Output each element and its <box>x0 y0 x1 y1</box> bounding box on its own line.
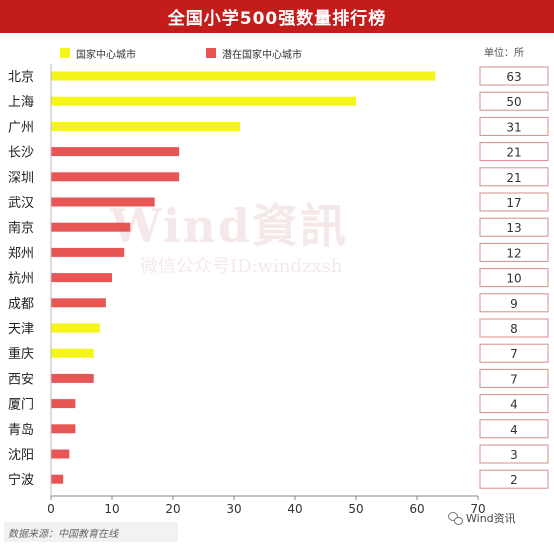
value-label: 3 <box>510 448 518 462</box>
value-label: 50 <box>506 95 521 109</box>
wechat-badge: Wind资讯 <box>448 510 516 526</box>
value-label: 17 <box>506 196 521 210</box>
category-label: 成都 <box>8 297 34 312</box>
value-box <box>479 268 549 288</box>
value-box <box>479 318 549 338</box>
value-box <box>479 293 549 313</box>
bar <box>51 172 180 182</box>
value-box <box>479 394 549 414</box>
chart-title: 全国小学500强数量排行榜 <box>167 9 387 29</box>
bar <box>51 373 94 383</box>
x-tick-label: 70 <box>470 502 485 516</box>
category-label: 厦门 <box>8 398 34 413</box>
category-label: 杭州 <box>8 272 34 287</box>
category-label: 郑州 <box>8 246 34 261</box>
value-label: 4 <box>510 423 518 437</box>
value-box <box>479 116 549 136</box>
value-box <box>479 469 549 489</box>
category-label: 沈阳 <box>8 448 34 463</box>
bar <box>51 247 125 257</box>
value-box <box>479 142 549 162</box>
bar <box>51 298 106 308</box>
x-tick-label: 60 <box>409 502 424 516</box>
legend: 国家中心城市 潜在国家中心城市 <box>60 44 372 62</box>
value-label: 31 <box>506 120 521 134</box>
category-label: 重庆 <box>8 346 34 362</box>
value-label: 10 <box>506 272 521 286</box>
category-label: 青岛 <box>8 422 34 438</box>
bar <box>51 348 94 358</box>
value-label: 7 <box>510 372 518 386</box>
category-label: 深圳 <box>8 171 34 186</box>
bar-chart: 北京 63 上海 50 广州 31 长沙 21 深圳 21 武汉 17 南京 13 郑州 12 杭州 10 成都 9 天… <box>8 64 549 516</box>
title-bar: 全国小学500强数量排行榜 <box>0 0 554 33</box>
value-box <box>479 192 549 212</box>
value-label: 9 <box>510 297 518 311</box>
unit-label: 单位：所 <box>484 48 524 59</box>
value-label: 13 <box>506 221 521 235</box>
value-label: 21 <box>506 171 521 185</box>
bar <box>51 323 100 333</box>
category-label: 广州 <box>8 120 34 135</box>
bar <box>51 96 356 106</box>
bar <box>51 474 64 484</box>
wechat-label: Wind资讯 <box>466 512 516 525</box>
value-label: 2 <box>510 473 518 487</box>
bar <box>51 449 70 459</box>
value-label: 12 <box>506 246 521 260</box>
category-label: 宁波 <box>8 472 34 488</box>
category-label: 天津 <box>8 322 34 337</box>
x-tick-label: 20 <box>165 502 180 516</box>
bar <box>51 399 76 409</box>
value-box <box>479 66 549 86</box>
value-box <box>479 91 549 111</box>
value-label: 63 <box>506 70 521 84</box>
value-label: 8 <box>510 322 518 336</box>
value-box <box>479 343 549 363</box>
value-box <box>479 217 549 237</box>
category-label: 武汉 <box>8 196 34 211</box>
category-label: 上海 <box>8 95 34 110</box>
bar <box>51 71 436 81</box>
value-box <box>479 419 549 439</box>
bar <box>51 147 180 157</box>
category-label: 长沙 <box>8 146 34 161</box>
x-tick-label: 40 <box>287 502 302 516</box>
value-box <box>479 242 549 262</box>
x-tick-label: 10 <box>104 502 119 516</box>
category-label: 南京 <box>8 220 34 236</box>
source-note: 数据来源：中国教育在线 <box>4 522 178 542</box>
legend-label-potential: 潜在国家中心城市 <box>222 49 302 61</box>
x-tick-label: 30 <box>226 502 241 516</box>
value-box <box>479 368 549 388</box>
value-label: 4 <box>510 398 518 412</box>
value-box <box>479 167 549 187</box>
legend-item-potential: 潜在国家中心城市 <box>206 46 302 61</box>
legend-swatch-national <box>60 48 70 58</box>
value-label: 7 <box>510 347 518 361</box>
value-label: 21 <box>506 146 521 160</box>
bar <box>51 273 112 283</box>
legend-item-national: 国家中心城市 <box>60 46 136 61</box>
legend-label-national: 国家中心城市 <box>76 49 136 61</box>
bar <box>51 222 131 232</box>
category-label: 西安 <box>8 372 34 387</box>
bar <box>51 197 155 207</box>
legend-swatch-potential <box>206 48 216 58</box>
x-tick-label: 50 <box>348 502 363 516</box>
wechat-icon <box>448 512 463 525</box>
category-label: 北京 <box>8 70 34 85</box>
value-box <box>479 444 549 464</box>
x-tick-label: 0 <box>47 502 55 516</box>
bar <box>51 424 76 434</box>
bar <box>51 121 241 131</box>
